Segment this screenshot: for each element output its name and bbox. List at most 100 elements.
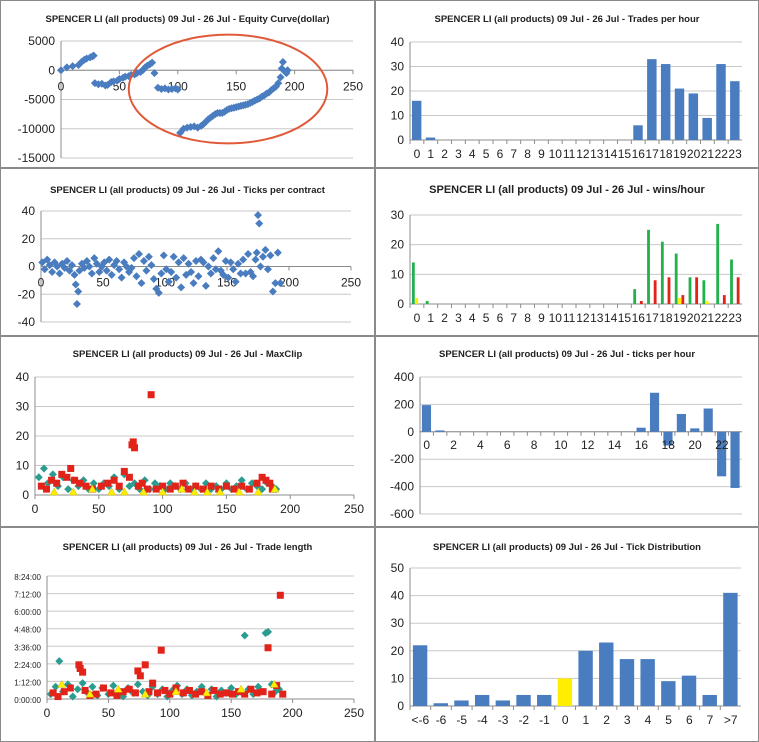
trades-bar	[702, 117, 712, 140]
red-point	[129, 438, 137, 446]
y-tick-label: 400	[394, 370, 414, 384]
ticks-point	[258, 252, 267, 261]
teal-point	[264, 627, 273, 636]
red-point	[179, 689, 187, 697]
red-point	[258, 473, 266, 481]
red-point	[264, 644, 272, 652]
x-tick-label: 0	[32, 502, 39, 516]
y-tick-label: 40	[16, 370, 30, 384]
panel-maxclip: SPENCER LI (all products) 09 Jul - 26 Ju…	[0, 336, 375, 527]
wins-bar	[633, 289, 637, 304]
ticks-point	[234, 259, 243, 268]
x-tick-label: 6	[497, 147, 504, 161]
equity-point	[141, 63, 150, 72]
teal-point	[109, 681, 118, 690]
yellow-point	[190, 487, 199, 496]
x-tick-label: 0	[414, 147, 421, 161]
y-tick-label: 50	[391, 561, 405, 575]
red-point	[262, 476, 270, 484]
ticks-point	[273, 248, 282, 257]
wins-bar	[730, 259, 733, 304]
equity-point	[283, 66, 292, 75]
equity-curve-chart: SPENCER LI (all products) 09 Jul - 26 Ju…	[18, 14, 364, 165]
equity-point	[278, 58, 287, 67]
x-tick-label: 7	[510, 311, 517, 325]
red-point	[238, 482, 246, 490]
red-point	[247, 685, 255, 693]
y-tick-label: 30	[391, 616, 405, 630]
x-tick-label: -2	[518, 713, 529, 727]
ticks-point	[149, 274, 158, 283]
x-tick-label: 50	[92, 502, 106, 516]
trades-per-hour-chart: SPENCER LI (all products) 09 Jul - 26 Ju…	[391, 14, 742, 161]
red-point	[159, 482, 167, 490]
red-point	[76, 664, 84, 672]
ticks-point	[144, 252, 153, 261]
red-point	[143, 485, 151, 493]
ticks-point	[142, 266, 151, 275]
x-tick-label: 14	[604, 147, 618, 161]
red-point	[66, 684, 74, 692]
y-tick-label: 200	[394, 397, 414, 411]
ticks-point	[127, 263, 136, 272]
ticks-point	[125, 268, 134, 277]
red-point	[42, 485, 50, 493]
wins-bar	[702, 280, 706, 304]
y-tick-label: 8:24:00	[14, 573, 41, 582]
red-point	[131, 444, 139, 452]
ticks-bar	[690, 428, 700, 432]
x-tick-label: 1	[427, 311, 434, 325]
x-tick-label: 21	[701, 311, 715, 325]
x-tick-label: 7	[707, 713, 714, 727]
red-point	[134, 482, 142, 490]
teal-point	[89, 479, 98, 488]
x-tick-label: 22	[715, 438, 729, 452]
chart-title: SPENCER LI (all products) 09 Jul - 26 Ju…	[429, 184, 705, 196]
red-point	[138, 479, 146, 487]
red-point	[253, 689, 261, 697]
yellow-point	[107, 487, 116, 496]
red-point	[166, 485, 174, 493]
ticks-point	[255, 219, 264, 228]
panel-trade-length: SPENCER LI (all products) 09 Jul - 26 Ju…	[0, 527, 375, 742]
x-tick-label: 9	[538, 311, 545, 325]
ticks-bar	[578, 650, 593, 706]
ticks-point	[187, 268, 196, 277]
red-point	[230, 485, 238, 493]
y-tick-label: 20	[391, 84, 405, 98]
yellow-point	[87, 484, 97, 493]
ticks-point	[112, 256, 121, 265]
y-tick-label: 20	[391, 644, 405, 658]
yellow-point	[215, 487, 225, 496]
teal-point	[78, 679, 87, 688]
y-tick-label: 0	[22, 488, 29, 502]
losses-bar	[667, 277, 671, 304]
equity-point	[68, 62, 77, 71]
x-tick-label: 100	[160, 706, 180, 720]
y-tick-label: 3:36:00	[14, 643, 41, 652]
trades-bar	[660, 64, 671, 140]
x-tick-label: 20	[687, 147, 701, 161]
wins-bar	[660, 241, 664, 304]
yellow-point	[270, 484, 280, 493]
ticks-point	[249, 272, 258, 281]
ticks-point	[48, 268, 57, 277]
x-tick-label: 8	[524, 311, 531, 325]
wins-bar	[647, 229, 650, 304]
x-tick-label: 150	[216, 502, 236, 516]
x-tick-label: 6	[504, 438, 511, 452]
x-tick-label: 4	[469, 147, 476, 161]
red-point	[71, 476, 79, 484]
yellow-point	[139, 487, 148, 496]
ticks-point	[199, 258, 208, 267]
y-tick-label: 0	[407, 425, 414, 439]
y-tick-label: 10	[391, 267, 405, 281]
ticks-bar	[702, 694, 717, 706]
yellow-point	[202, 487, 212, 496]
ticks-point	[45, 261, 54, 270]
y-tick-label: -400	[390, 480, 414, 494]
ticks-point	[115, 265, 124, 274]
panel-wins-per-hour: SPENCER LI (all products) 09 Jul - 26 Ju…	[375, 168, 759, 336]
ticks-bar	[412, 645, 428, 706]
red-point	[198, 688, 206, 696]
